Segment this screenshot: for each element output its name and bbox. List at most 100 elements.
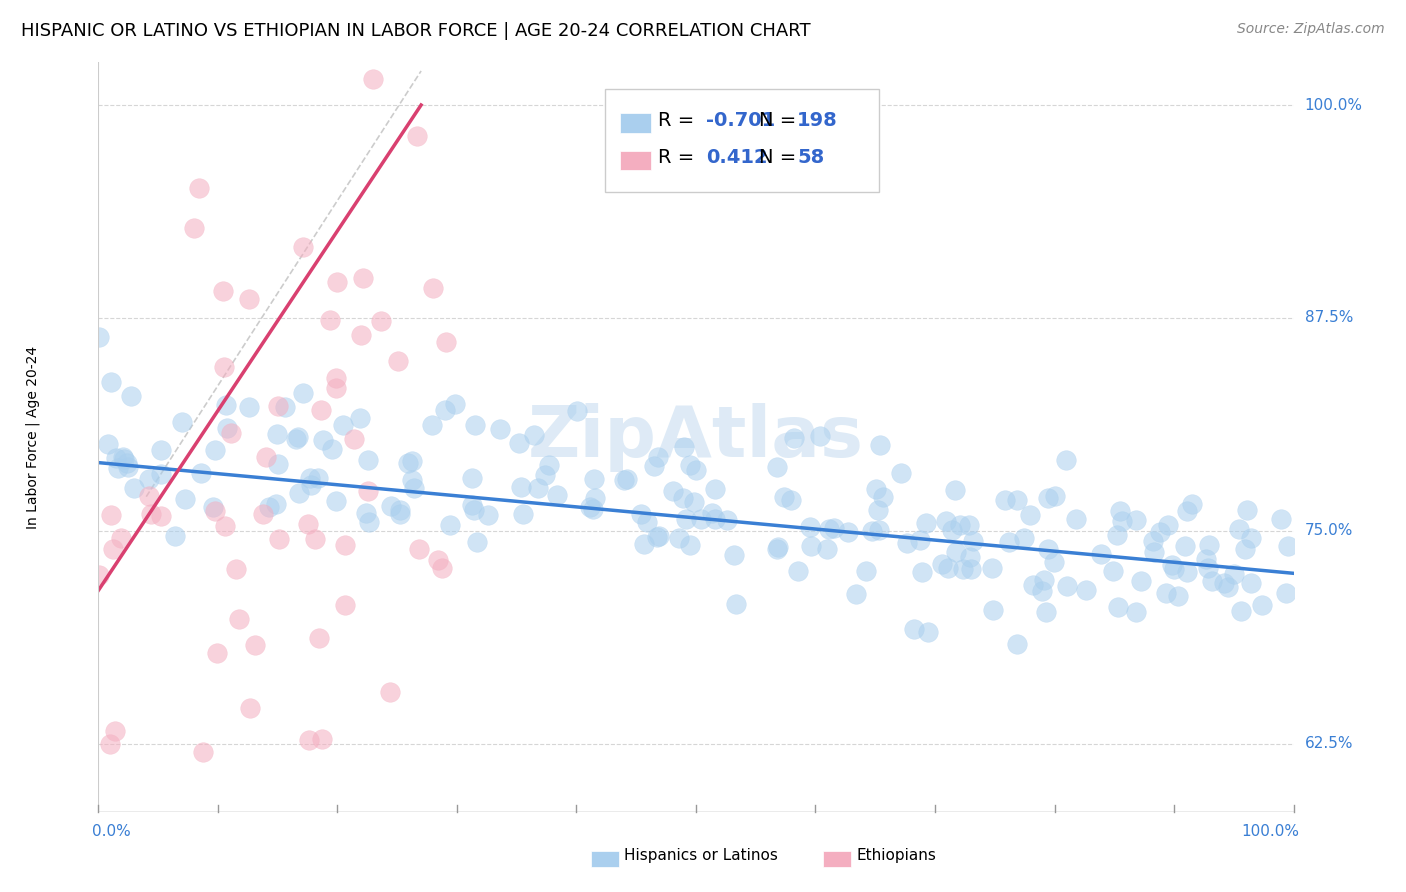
Point xyxy=(538,458,561,473)
Point xyxy=(387,354,409,368)
Point xyxy=(983,603,1005,617)
Text: 100.0%: 100.0% xyxy=(1305,97,1362,112)
Text: 75.0%: 75.0% xyxy=(1305,524,1353,538)
Point xyxy=(1108,504,1130,518)
Point xyxy=(215,421,238,435)
Point xyxy=(311,731,333,746)
Point xyxy=(1035,605,1057,619)
Point xyxy=(101,541,124,556)
Point xyxy=(636,515,658,529)
Point xyxy=(613,473,636,487)
Point xyxy=(307,470,329,484)
Point xyxy=(304,532,326,546)
Point xyxy=(420,417,443,432)
Point xyxy=(1277,539,1299,553)
Point xyxy=(786,564,808,578)
Point xyxy=(444,397,467,411)
Point xyxy=(396,457,419,471)
Point xyxy=(434,402,457,417)
Point xyxy=(267,400,290,414)
Point xyxy=(274,401,297,415)
Point xyxy=(648,529,671,543)
Point xyxy=(434,335,457,350)
Point xyxy=(117,460,139,475)
Point xyxy=(191,745,214,759)
Text: ZipAtlas: ZipAtlas xyxy=(529,402,863,472)
Point xyxy=(288,486,311,500)
Point xyxy=(321,442,343,456)
Point xyxy=(427,553,450,567)
Point xyxy=(120,388,142,402)
Point xyxy=(780,492,803,507)
Point xyxy=(1005,636,1028,650)
Point xyxy=(138,489,160,503)
Point xyxy=(354,506,377,520)
Point xyxy=(292,240,315,254)
Point xyxy=(815,541,838,556)
Point xyxy=(299,478,322,492)
Point xyxy=(1157,517,1180,532)
Point xyxy=(616,472,638,486)
Point xyxy=(1036,491,1059,505)
Point xyxy=(1014,531,1036,545)
Text: 100.0%: 100.0% xyxy=(1241,823,1299,838)
Point xyxy=(408,542,430,557)
Point xyxy=(724,597,747,611)
Point xyxy=(214,518,236,533)
Point xyxy=(122,481,145,495)
Point xyxy=(817,522,839,536)
Point xyxy=(546,488,568,502)
Point xyxy=(582,502,605,516)
Point xyxy=(865,482,887,496)
Text: 58: 58 xyxy=(797,148,824,168)
Text: Hispanics or Latinos: Hispanics or Latinos xyxy=(624,848,778,863)
Text: N =: N = xyxy=(759,111,796,130)
Point xyxy=(1218,580,1240,594)
Point xyxy=(422,281,444,295)
Point xyxy=(782,431,804,445)
Point xyxy=(1195,551,1218,566)
Point xyxy=(188,181,211,195)
Point xyxy=(357,453,380,467)
Point xyxy=(1056,579,1078,593)
Point xyxy=(1022,577,1045,591)
Point xyxy=(464,418,486,433)
Point xyxy=(352,271,374,285)
Point xyxy=(845,587,868,601)
Point xyxy=(326,275,349,289)
Point xyxy=(868,523,890,537)
Point xyxy=(107,461,129,475)
Point xyxy=(766,540,789,554)
Text: In Labor Force | Age 20-24: In Labor Force | Age 20-24 xyxy=(25,345,39,529)
Point xyxy=(526,481,548,495)
Point xyxy=(333,538,356,552)
Point xyxy=(808,429,831,443)
Point xyxy=(107,887,129,892)
Point xyxy=(266,497,288,511)
Point xyxy=(703,512,725,526)
Point xyxy=(370,314,392,328)
Point xyxy=(380,685,402,699)
Point xyxy=(915,516,938,531)
Point xyxy=(630,507,652,521)
Point xyxy=(284,432,307,446)
Point xyxy=(959,562,981,576)
Point xyxy=(243,638,266,652)
Point xyxy=(534,467,557,482)
Point xyxy=(214,399,236,413)
Point xyxy=(1197,561,1219,575)
Point xyxy=(896,536,918,550)
Point xyxy=(1175,504,1198,518)
Point xyxy=(931,557,953,571)
Point xyxy=(703,482,725,496)
Text: 87.5%: 87.5% xyxy=(1305,310,1353,326)
Point xyxy=(165,528,187,542)
Point xyxy=(287,430,309,444)
Point xyxy=(1212,575,1234,590)
Point xyxy=(957,518,980,533)
Point xyxy=(679,458,702,472)
Point xyxy=(962,534,984,549)
Point xyxy=(908,533,931,547)
Point xyxy=(1043,489,1066,503)
Point xyxy=(380,500,402,514)
